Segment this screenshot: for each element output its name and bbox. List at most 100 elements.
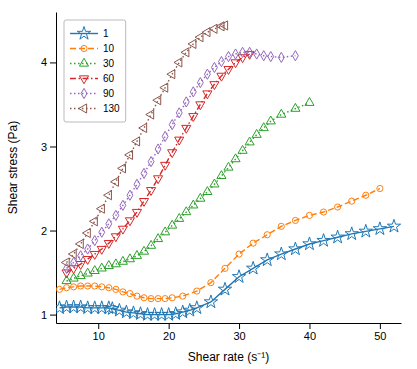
marker	[99, 284, 105, 290]
chart: 10203040501234110306090130Shear rate (s⁻…	[0, 0, 417, 369]
marker	[335, 204, 341, 210]
marker	[162, 296, 168, 302]
legend-label: 1	[103, 28, 109, 39]
marker	[217, 73, 226, 81]
marker	[169, 120, 175, 130]
marker	[190, 301, 203, 314]
x-axis-title: Shear rate (s⁻¹)	[188, 350, 269, 364]
marker	[247, 47, 253, 57]
legend-marker	[79, 104, 87, 113]
x-tick-label: 30	[233, 330, 245, 342]
plot-area	[56, 21, 401, 320]
legend-item: 10	[70, 43, 115, 54]
marker	[146, 110, 154, 119]
marker	[148, 308, 161, 321]
plot: 10203040501234110306090130	[41, 13, 402, 342]
marker	[188, 39, 196, 48]
marker	[104, 191, 112, 200]
marker	[345, 227, 358, 240]
marker	[194, 288, 200, 294]
legend-label: 30	[103, 58, 115, 69]
marker	[204, 295, 217, 308]
legend-line	[70, 78, 98, 79]
marker	[209, 24, 217, 33]
marker	[81, 301, 94, 314]
marker	[139, 123, 147, 132]
x-tick-label: 10	[93, 330, 105, 342]
marker	[219, 56, 225, 66]
marker	[292, 51, 298, 61]
x-tick-mark	[239, 323, 240, 329]
marker	[217, 171, 226, 179]
legend-item: 90	[70, 88, 115, 99]
marker	[331, 230, 344, 243]
marker	[68, 250, 76, 259]
marker	[78, 251, 84, 261]
marker	[275, 247, 288, 260]
legend-line	[70, 63, 98, 64]
marker	[236, 251, 242, 257]
x-tick-mark	[98, 323, 99, 329]
marker	[127, 306, 140, 319]
marker	[224, 162, 233, 170]
marker	[182, 125, 191, 133]
marker	[203, 187, 212, 195]
marker	[154, 176, 163, 184]
marker	[238, 55, 247, 63]
marker	[60, 300, 73, 313]
marker	[113, 286, 119, 292]
marker	[240, 47, 246, 57]
marker	[127, 190, 133, 200]
marker	[127, 290, 133, 296]
marker	[92, 236, 98, 246]
marker	[92, 283, 98, 289]
legend-marker	[81, 88, 87, 98]
series	[56, 219, 401, 320]
marker	[106, 219, 112, 229]
marker	[377, 185, 383, 191]
marker	[56, 286, 62, 292]
marker	[218, 282, 231, 295]
marker	[176, 108, 182, 118]
legend-item: 130	[70, 103, 120, 114]
marker	[134, 307, 147, 320]
marker	[125, 218, 134, 226]
x-tick-mark	[380, 323, 381, 329]
y-tick: 2	[41, 225, 56, 237]
marker	[89, 217, 97, 226]
legend-label: 130	[103, 103, 120, 114]
marker	[277, 109, 286, 117]
marker	[292, 217, 298, 223]
y-tick: 4	[41, 56, 56, 68]
marker	[387, 219, 400, 232]
marker	[222, 265, 228, 271]
marker	[233, 49, 239, 59]
marker	[261, 51, 267, 61]
marker	[168, 150, 177, 158]
marker	[305, 98, 314, 106]
marker	[148, 157, 154, 167]
marker	[141, 168, 147, 178]
marker	[204, 69, 210, 79]
legend-line	[70, 33, 98, 34]
legend-marker	[81, 45, 87, 51]
marker	[180, 293, 186, 299]
marker	[195, 33, 203, 42]
marker	[210, 179, 219, 187]
y-tick: 1	[41, 309, 56, 321]
marker	[169, 295, 175, 301]
marker	[224, 67, 233, 75]
x-tick: 40	[304, 323, 316, 342]
marker	[99, 227, 105, 237]
y-tick-label: 2	[41, 225, 47, 237]
marker	[120, 289, 126, 295]
marker	[250, 240, 256, 246]
marker	[238, 145, 247, 153]
marker	[134, 179, 140, 189]
marker	[203, 91, 212, 99]
marker	[320, 209, 326, 215]
marker	[278, 52, 284, 62]
legend-line	[70, 48, 98, 49]
marker	[85, 244, 91, 254]
marker	[155, 144, 161, 154]
